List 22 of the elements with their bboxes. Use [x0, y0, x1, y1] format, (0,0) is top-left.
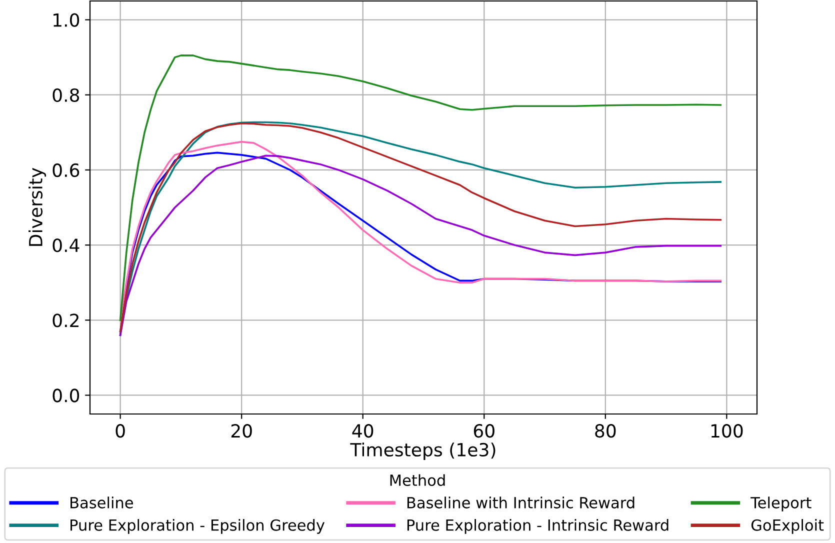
legend-label: GoExploit	[751, 519, 824, 534]
y-tick-label: 1.0	[54, 13, 80, 27]
x-tick-label: 60	[474, 424, 494, 438]
x-tick-label: 20	[231, 424, 252, 438]
legend-label: Baseline with Intrinsic Reward	[407, 496, 634, 508]
y-tick-label: 0.4	[52, 238, 80, 252]
x-tick-label: 100	[711, 424, 743, 438]
legend-label: Teleport	[750, 496, 812, 512]
x-axis-title: Timesteps (1e3)	[350, 442, 496, 460]
x-tick-label: 0	[116, 424, 125, 438]
legend-label: Pure Exploration - Epsilon Greedy	[70, 519, 325, 534]
y-tick-label: 0.8	[52, 88, 80, 102]
y-tick-label: 0.0	[52, 388, 80, 402]
x-tick-label: 40	[352, 424, 374, 438]
y-axis-title: Diversity	[28, 168, 46, 246]
line-series	[119, 54, 722, 322]
y-tick-label: 0.6	[52, 163, 80, 178]
legend-title: Method	[390, 474, 445, 486]
legend-label: Pure Exploration - Intrinsic Reward	[407, 519, 668, 534]
x-tick-label: 80	[595, 424, 616, 438]
y-tick-label: 0.2	[52, 314, 78, 328]
legend-label: Baseline	[70, 496, 133, 508]
